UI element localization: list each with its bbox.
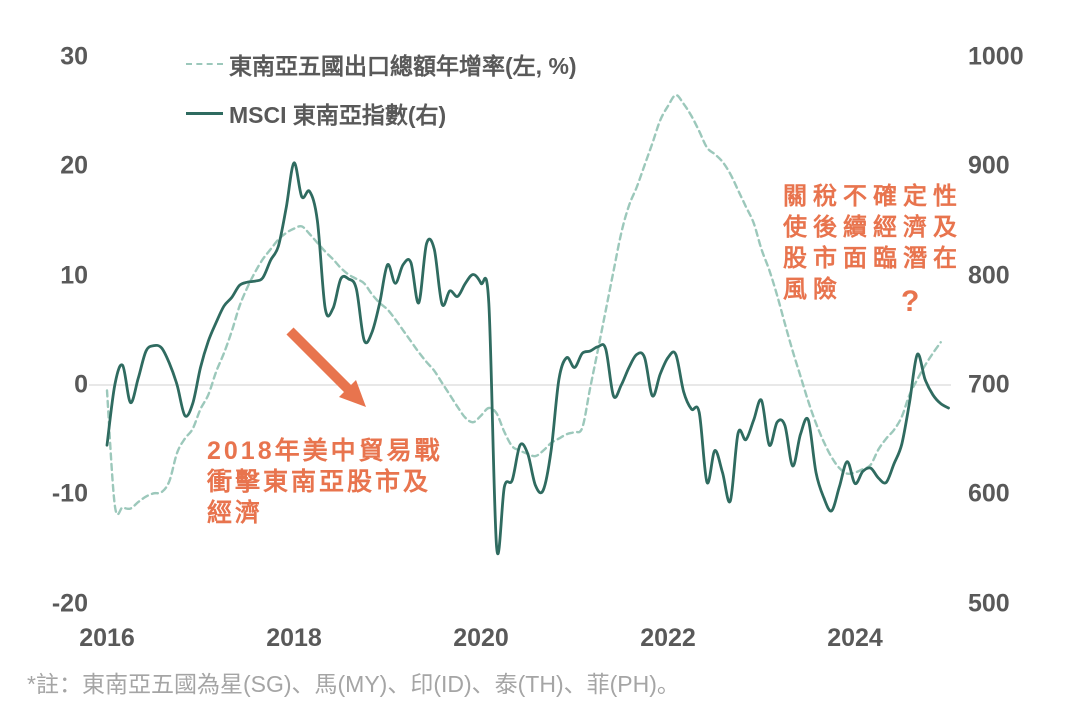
legend-item-msci: MSCI 東南亞指數(右) <box>186 96 446 130</box>
question-mark: ? <box>901 285 920 318</box>
annotation-trade-war-line: 2018年美中貿易戰 <box>207 437 443 465</box>
right-axis-tick: 900 <box>968 151 1010 180</box>
legend-label-export: 東南亞五國出口總額年增率(左, %) <box>229 53 577 79</box>
right-axis-tick: 700 <box>968 370 1010 399</box>
annotation-tariff-risk: 關稅不確定性 使後續經濟及 股市面臨潛在 風險 <box>783 181 963 305</box>
annotation-trade-war-line: 經濟 <box>207 499 264 527</box>
left-axis-tick: -20 <box>51 589 88 618</box>
dashed-teal-line-icon <box>186 63 223 65</box>
export-growth-line <box>105 93 942 516</box>
x-axis-tick: 2018 <box>266 624 322 652</box>
right-axis-tick: 600 <box>968 479 1010 508</box>
right-axis-tick: 800 <box>968 261 1010 290</box>
left-axis-tick: -10 <box>51 479 88 508</box>
annotation-tariff-risk-line: 風險 <box>783 276 843 303</box>
left-axis-tick: 30 <box>60 42 88 71</box>
left-axis-tick: 0 <box>74 370 88 399</box>
annotation-tariff-risk-line: 股市面臨潛在 <box>783 245 963 272</box>
annotation-tariff-risk-line: 關稅不確定性 <box>783 183 963 210</box>
x-axis-tick: 2022 <box>640 624 696 652</box>
x-axis-tick: 2016 <box>79 624 135 652</box>
solid-teal-line-icon <box>186 111 223 115</box>
footnote: *註：東南亞五國為星(SG)、馬(MY)、印(ID)、泰(TH)、菲(PH)。 <box>27 671 680 697</box>
x-axis-tick: 2024 <box>827 624 883 652</box>
left-axis-tick: 20 <box>60 151 88 180</box>
annotation-tariff-risk-line: 使後續經濟及 <box>783 214 963 241</box>
annotation-trade-war-line: 衝擊東南亞股市及 <box>207 468 432 496</box>
trade-war-arrow-icon <box>286 327 366 407</box>
right-axis-tick: 500 <box>968 589 1010 618</box>
annotation-trade-war: 2018年美中貿易戰 衝擊東南亞股市及 經濟 <box>207 436 443 529</box>
msci-index-line <box>105 161 950 556</box>
legend-label-msci: MSCI 東南亞指數(右) <box>229 102 447 128</box>
right-axis-tick: 1000 <box>968 42 1024 71</box>
x-axis-tick: 2020 <box>453 624 509 652</box>
left-axis-tick: 10 <box>60 261 88 290</box>
legend-item-export: 東南亞五國出口總額年增率(左, %) <box>186 47 577 81</box>
